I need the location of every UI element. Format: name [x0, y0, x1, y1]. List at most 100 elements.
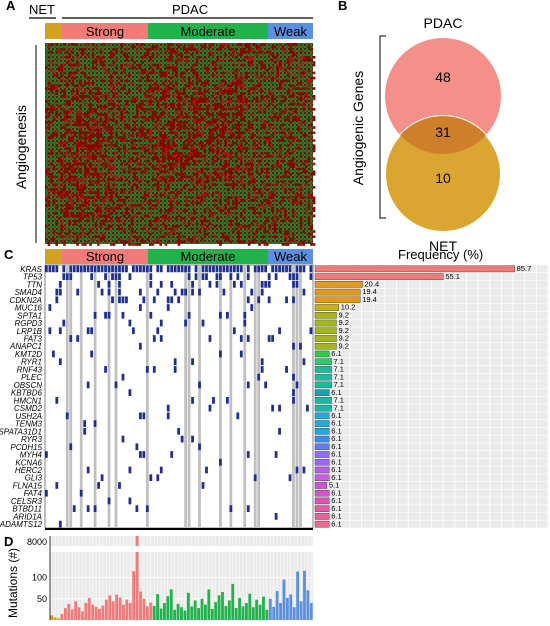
- heatmap-cell: [260, 191, 264, 194]
- heatmap-cell: [151, 165, 155, 168]
- heatmap-cell: [180, 113, 183, 116]
- mutation-count-bar: [306, 590, 310, 620]
- heatmap-cell: [258, 48, 261, 51]
- heatmap-cell: [159, 69, 162, 72]
- heatmap-cell: [136, 186, 139, 189]
- heatmap-cell: [312, 173, 316, 176]
- heatmap-cell: [294, 102, 298, 106]
- heatmap-cell: [268, 154, 272, 158]
- heatmap-cell: [250, 63, 253, 67]
- heatmap-cell: [164, 165, 168, 168]
- heatmap-cell: [169, 157, 173, 160]
- heatmap-cell: [266, 136, 269, 140]
- heatmap-cell: [292, 118, 295, 121]
- heatmap-cell: [250, 175, 253, 179]
- heatmap-cell: [310, 193, 313, 197]
- heatmap-cell: [104, 95, 108, 98]
- heatmap-cell: [78, 134, 82, 137]
- heatmap-cell: [151, 144, 155, 147]
- heatmap-cell: [195, 97, 199, 101]
- group-annotation-bar-a: Strong Moderate Weak: [45, 23, 313, 39]
- heatmap-cell: [276, 66, 279, 69]
- heatmap-cell: [120, 204, 123, 207]
- group-segment-moderate: [148, 249, 268, 264]
- heatmap-cell: [195, 235, 199, 238]
- heatmap-cell: [151, 118, 155, 121]
- heatmap-cell: [143, 165, 147, 168]
- heatmap-cell: [172, 102, 175, 106]
- heatmap-cell: [193, 92, 196, 95]
- heatmap-cell: [180, 115, 183, 119]
- heatmap-cell: [198, 217, 201, 220]
- heatmap-cell: [146, 160, 149, 163]
- heatmap-cell: [299, 154, 303, 158]
- mutation-cell: [62, 319, 66, 327]
- frequency-value-label: 6.1: [331, 457, 341, 466]
- heatmap-cell: [312, 56, 316, 59]
- heatmap-cell: [110, 50, 113, 54]
- heatmap-cell: [221, 165, 225, 168]
- heatmap-cell: [133, 178, 136, 181]
- heatmap-cell: [52, 87, 56, 90]
- heatmap-cell: [151, 115, 155, 119]
- heatmap-cell: [102, 173, 105, 176]
- heatmap-cell: [63, 243, 66, 246]
- heatmap-cell: [185, 201, 188, 205]
- heatmap-cell: [120, 110, 123, 114]
- heatmap-cell: [279, 61, 282, 64]
- frequency-value-label: 85.7: [517, 264, 532, 273]
- heatmap-cell: [76, 121, 79, 124]
- heatmap-cell: [266, 97, 269, 101]
- heatmap-cell: [229, 170, 233, 173]
- heatmap-cell: [89, 92, 92, 95]
- heatmap-cell: [276, 209, 279, 212]
- heatmap-cell: [294, 53, 298, 56]
- heatmap-cell: [76, 53, 79, 56]
- mutation-cell: [194, 265, 198, 273]
- heatmap-cell: [240, 157, 243, 160]
- heatmap-cell: [84, 141, 87, 145]
- heatmap-cell: [89, 230, 92, 233]
- heatmap-cell: [159, 115, 162, 119]
- heatmap-cell: [159, 113, 162, 116]
- heatmap-cell: [247, 50, 251, 54]
- heatmap-cell: [227, 136, 230, 140]
- heatmap-cell: [167, 84, 170, 88]
- heatmap-cell: [188, 136, 191, 140]
- heatmap-cell: [195, 128, 199, 132]
- heatmap-cell: [169, 43, 173, 46]
- heatmap-cell: [63, 240, 66, 244]
- heatmap-cell: [307, 193, 311, 197]
- heatmap-cell: [182, 115, 186, 119]
- heatmap-cell: [68, 63, 71, 67]
- heatmap-cell: [250, 61, 253, 64]
- heatmap-cell: [273, 149, 277, 153]
- heatmap-cell: [229, 173, 233, 176]
- heatmap-cell: [162, 165, 165, 168]
- heatmap-cell: [190, 180, 194, 184]
- heatmap-cell: [143, 69, 147, 72]
- heatmap-cell: [247, 87, 251, 90]
- heatmap-cell: [133, 152, 136, 155]
- heatmap-cell: [58, 157, 61, 160]
- heatmap-cell: [190, 53, 194, 56]
- heatmap-cell: [268, 225, 272, 228]
- heatmap-cell: [162, 102, 165, 106]
- heatmap-cell: [76, 115, 79, 119]
- heatmap-cell: [63, 141, 66, 145]
- heatmap-cell: [156, 102, 160, 106]
- heatmap-cell: [302, 167, 305, 171]
- heatmap-cell: [141, 240, 144, 244]
- heatmap-cell: [68, 230, 71, 233]
- heatmap-cell: [141, 170, 144, 173]
- heatmap-cell: [182, 175, 186, 179]
- mutation-count-bar: [81, 611, 84, 620]
- mutation-count-bar: [227, 600, 231, 620]
- heatmap-cell: [159, 144, 162, 147]
- heatmap-cell: [245, 50, 248, 54]
- heatmap-cell: [169, 82, 173, 85]
- heatmap-cell: [206, 97, 209, 101]
- mutation-cell: [121, 311, 125, 319]
- heatmap-cell: [245, 45, 248, 49]
- heatmap-cell: [45, 121, 48, 124]
